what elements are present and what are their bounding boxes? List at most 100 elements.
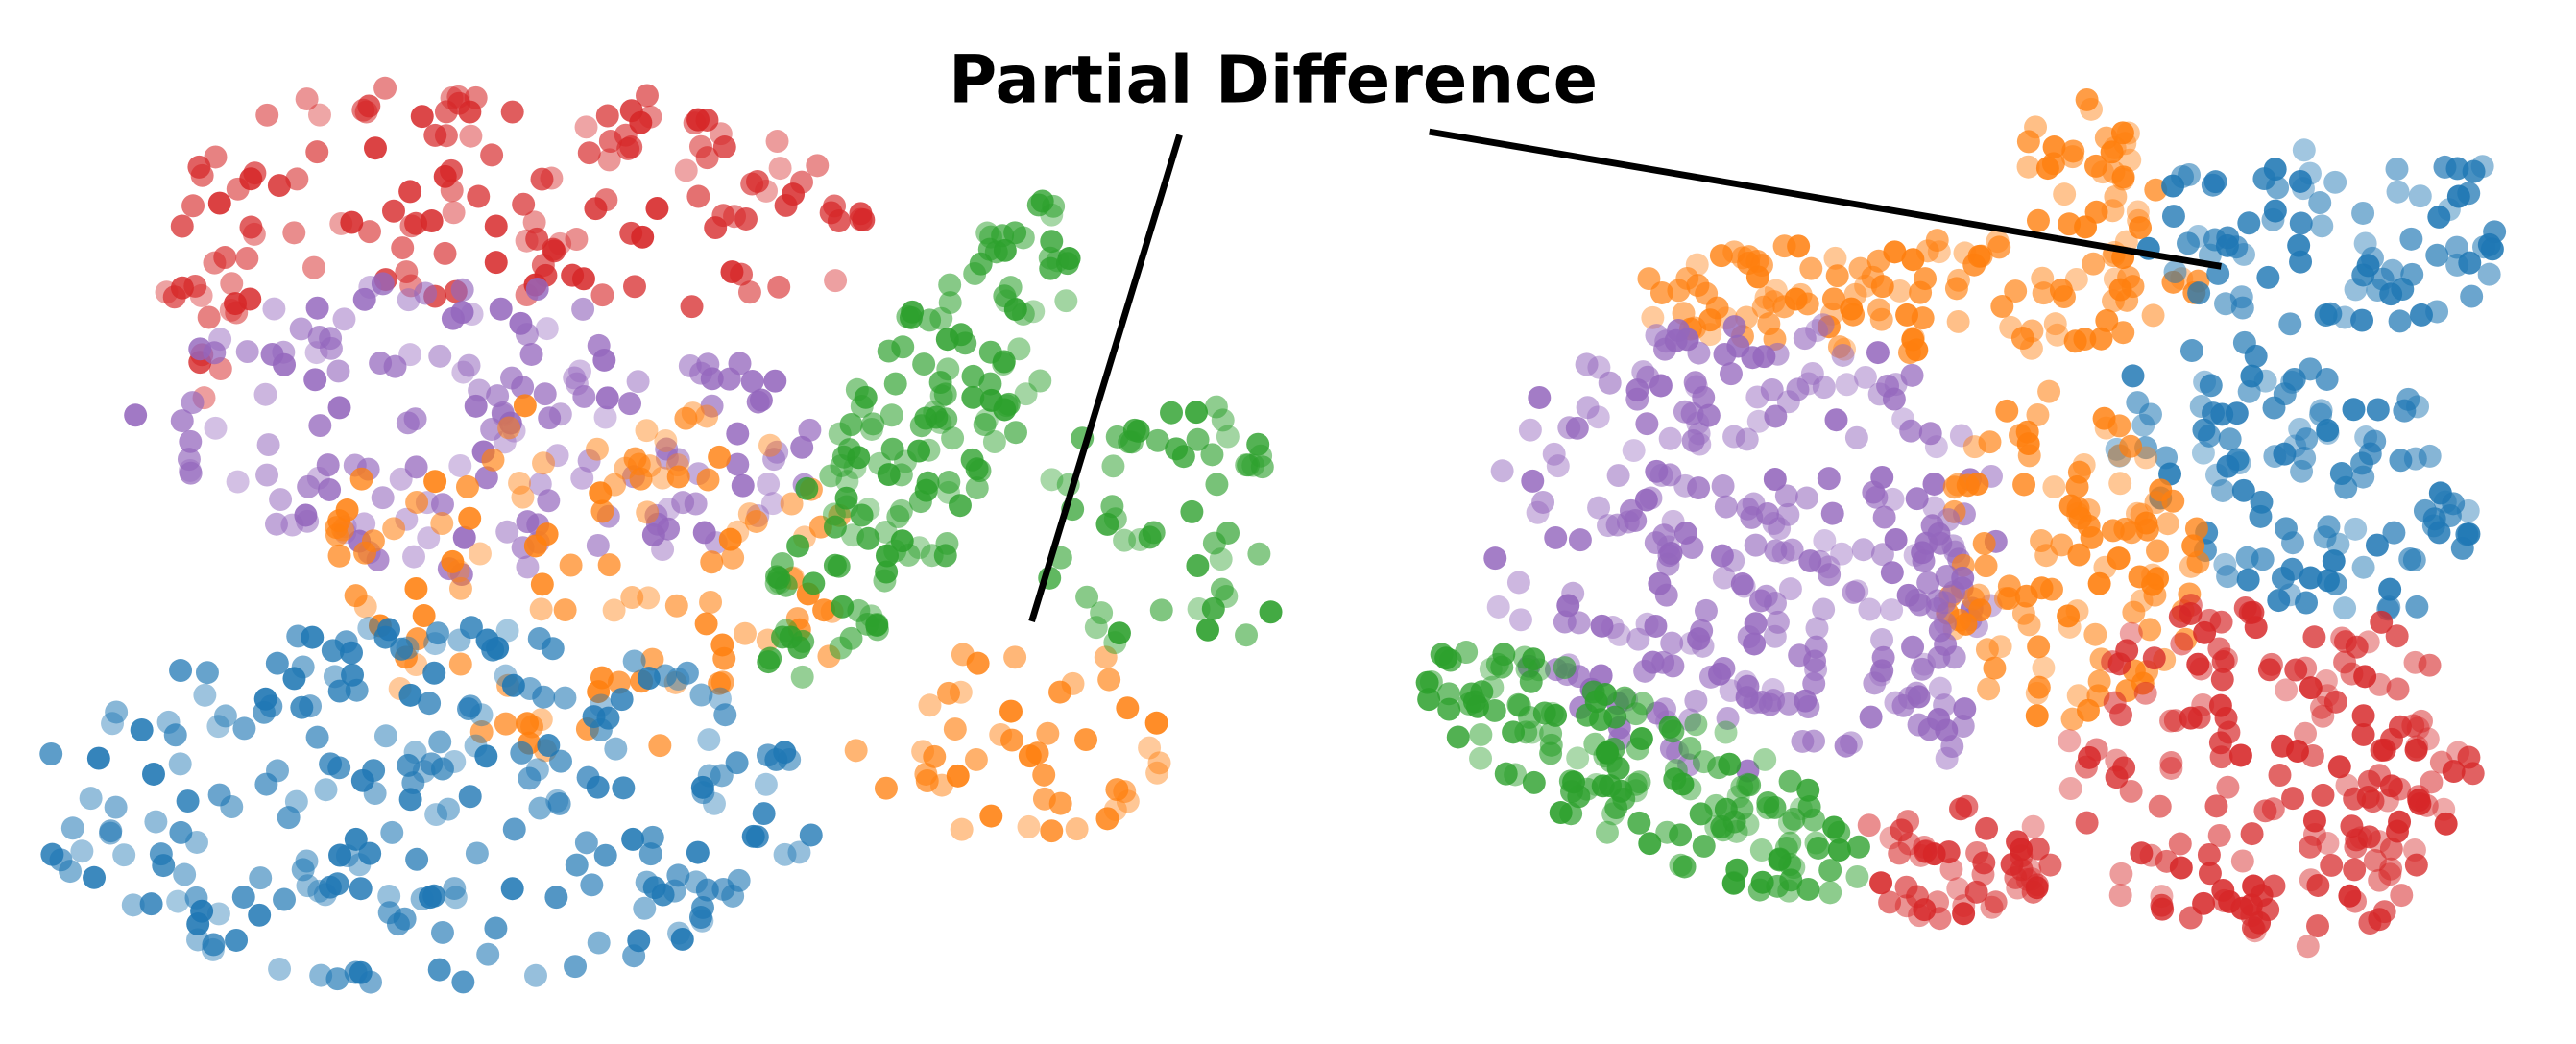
point [686, 840, 710, 864]
point [1716, 706, 1740, 730]
point [1743, 632, 1767, 656]
point [428, 344, 452, 368]
point [637, 586, 661, 610]
point [396, 636, 420, 660]
point [1587, 355, 1611, 379]
point [305, 725, 329, 749]
point [2444, 235, 2468, 259]
point [812, 598, 836, 622]
point [623, 275, 646, 299]
point [571, 267, 595, 291]
point [1827, 838, 1851, 862]
point [725, 751, 749, 775]
point [795, 476, 819, 500]
point [1593, 744, 1617, 768]
point [1113, 528, 1137, 552]
point [2115, 639, 2139, 663]
point [721, 546, 745, 570]
point [918, 693, 942, 717]
point [2256, 265, 2280, 289]
point [1977, 677, 2001, 701]
point [295, 87, 319, 111]
point [1711, 474, 1735, 498]
point [354, 100, 378, 124]
point [2089, 327, 2113, 351]
point [2228, 743, 2252, 767]
point [1823, 246, 1847, 270]
point [2134, 446, 2158, 470]
point [1725, 858, 1749, 882]
point [1561, 581, 1585, 605]
point [1521, 469, 1545, 493]
point [2399, 227, 2423, 251]
point [2177, 231, 2200, 255]
point [2038, 853, 2062, 877]
point [2404, 853, 2428, 877]
point [1805, 617, 1829, 641]
point [2299, 566, 2323, 590]
point [1846, 835, 1870, 859]
point [2405, 595, 2429, 619]
point [2271, 734, 2295, 758]
point [235, 247, 259, 271]
point [1000, 728, 1024, 752]
point [389, 467, 413, 491]
point [2298, 835, 2322, 859]
point [382, 199, 405, 223]
point [1901, 248, 1925, 272]
point [645, 197, 669, 221]
point [497, 416, 521, 440]
point [1768, 847, 1792, 871]
point [2278, 312, 2302, 336]
point [1802, 671, 1826, 695]
point [401, 771, 425, 795]
point [1075, 585, 1099, 609]
point [734, 621, 757, 645]
point [1687, 422, 1711, 446]
point [2072, 452, 2096, 476]
point [2108, 884, 2132, 908]
point [2330, 626, 2354, 650]
point [382, 517, 406, 541]
point [1806, 837, 1830, 860]
point [1656, 552, 1680, 576]
point [1638, 832, 1662, 856]
point [204, 416, 228, 440]
point [285, 167, 309, 191]
point [206, 902, 230, 926]
point [879, 403, 903, 427]
point [242, 222, 266, 246]
point [2021, 880, 2045, 904]
point [1553, 656, 1577, 680]
point [1952, 902, 1976, 926]
point [2358, 911, 2382, 935]
point [305, 296, 329, 320]
point [1818, 859, 1842, 883]
point [1138, 736, 1162, 760]
point [363, 782, 387, 805]
point [1812, 376, 1836, 400]
point [308, 103, 331, 127]
point [2008, 424, 2032, 448]
point [786, 534, 810, 558]
point [1813, 529, 1837, 552]
point [1061, 671, 1085, 695]
point [2261, 207, 2285, 231]
point [179, 429, 203, 453]
point [943, 717, 967, 741]
point [500, 877, 524, 901]
point [928, 411, 952, 434]
point [2067, 460, 2091, 484]
point [907, 536, 931, 560]
point [654, 428, 678, 452]
point [710, 670, 734, 694]
point [1508, 608, 1532, 632]
point [1975, 816, 1999, 840]
point [1118, 430, 1142, 454]
point [696, 468, 720, 492]
point [2000, 852, 2024, 876]
point [404, 576, 428, 600]
point [787, 840, 811, 864]
point [1022, 300, 1046, 324]
point [314, 778, 338, 802]
